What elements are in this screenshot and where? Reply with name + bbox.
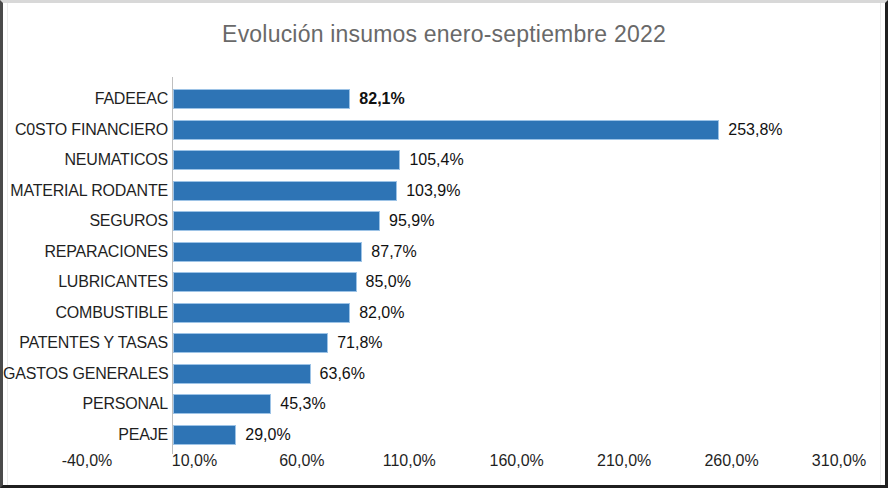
bar [174,90,349,108]
category-label: SEGUROS [3,211,168,231]
bar [174,182,396,200]
bar [174,243,361,261]
category-label: MATERIAL RODANTE [3,181,168,201]
bar [174,334,327,352]
x-tick-label: -40,0% [42,452,132,470]
bar [174,151,399,169]
value-label: 105,4% [409,150,463,170]
x-tick-label: 260,0% [687,452,777,470]
value-label: 45,3% [280,394,325,414]
category-label: REPARACIONES [3,242,168,262]
category-label: PEAJE [3,425,168,445]
bar [174,212,379,230]
x-tick-label: 10,0% [149,452,239,470]
bar [174,365,309,383]
plot-area: FADEEAC 82,1% C0STO FINANCIERO 253,8% NEUMAT… [3,3,885,485]
category-label: LUBRICANTES [3,272,168,292]
bar [174,273,355,291]
bar [174,395,270,413]
x-tick-label: 310,0% [794,452,884,470]
category-label: PERSONAL [3,394,168,414]
value-label: 103,9% [406,181,460,201]
category-label: PATENTES Y TASAS [3,333,168,353]
value-label: 82,0% [359,303,404,323]
x-tick-label: 110,0% [364,452,454,470]
bar [174,304,349,322]
value-label: 253,8% [728,120,782,140]
x-tick-label: 60,0% [257,452,347,470]
bar [174,426,235,444]
category-label: NEUMATICOS [3,150,168,170]
value-label: 63,6% [320,364,365,384]
x-tick-label: 160,0% [472,452,562,470]
category-label: COMBUSTIBLE [3,303,168,323]
value-label: 82,1% [359,89,404,109]
category-label: C0STO FINANCIERO [3,120,168,140]
value-label: 71,8% [337,333,382,353]
x-tick-label: 210,0% [579,452,669,470]
category-axis-line [172,77,173,454]
value-label: 29,0% [245,425,290,445]
chart-image: Evolución insumos enero-septiembre 2022 … [0,0,888,488]
value-label: 87,7% [371,242,416,262]
value-label: 85,0% [366,272,411,292]
bar [174,121,718,139]
category-label: FADEEAC [3,89,168,109]
category-label: GASTOS GENERALES [3,364,168,384]
value-label: 95,9% [389,211,434,231]
